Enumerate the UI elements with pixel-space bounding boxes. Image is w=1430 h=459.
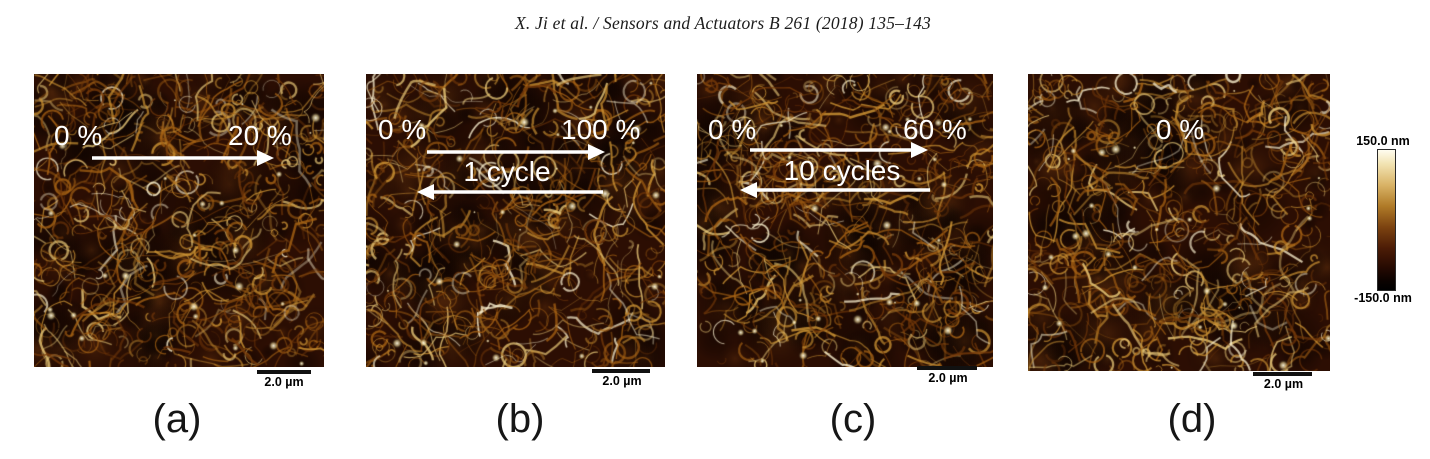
afm-panel-b: 0 % 100 % 1 cycle bbox=[366, 74, 665, 367]
afm-panel-c: 0 % 60 % 10 cycles bbox=[697, 74, 993, 367]
panel-label-a: (a) bbox=[152, 397, 202, 441]
scalebar-a bbox=[257, 370, 311, 374]
strain-label: 0 % bbox=[1155, 114, 1205, 145]
strain-end-label: 20 % bbox=[228, 120, 292, 151]
strain-start-label: 0 % bbox=[378, 114, 427, 145]
panel-label-c: (c) bbox=[829, 397, 877, 441]
strain-start-label: 0 % bbox=[54, 120, 103, 151]
height-colorbar bbox=[1377, 149, 1396, 291]
panel-label-d: (d) bbox=[1167, 397, 1217, 441]
scalebar-label-a: 2.0 µm bbox=[264, 375, 304, 389]
scalebar-c bbox=[917, 366, 977, 370]
scalebar-b bbox=[592, 369, 650, 373]
journal-citation: X. Ji et al. / Sensors and Actuators B 2… bbox=[515, 13, 931, 33]
afm-image-a bbox=[34, 74, 324, 367]
afm-image-d bbox=[1028, 74, 1330, 371]
afm-panel-d: 0 % bbox=[1028, 74, 1330, 371]
colorbar-min-label: -150.0 nm bbox=[1354, 291, 1412, 305]
colorbar-max-label: 150.0 nm bbox=[1356, 134, 1410, 148]
scalebar-d bbox=[1253, 372, 1312, 376]
afm-panel-a: 0 % 20 % bbox=[34, 74, 324, 367]
cycle-count-label: 1 cycle bbox=[463, 156, 551, 187]
strain-end-label: 60 % bbox=[903, 114, 967, 145]
panel-label-b: (b) bbox=[495, 397, 545, 441]
cycle-count-label: 10 cycles bbox=[783, 155, 901, 186]
scalebar-label-b: 2.0 µm bbox=[602, 374, 642, 388]
scalebar-label-d: 2.0 µm bbox=[1263, 377, 1304, 391]
afm-image-b bbox=[366, 74, 665, 367]
strain-start-label: 0 % bbox=[708, 114, 757, 145]
scalebar-label-c: 2.0 µm bbox=[928, 371, 968, 385]
strain-end-label: 100 % bbox=[561, 114, 641, 145]
afm-image-c bbox=[697, 74, 993, 367]
